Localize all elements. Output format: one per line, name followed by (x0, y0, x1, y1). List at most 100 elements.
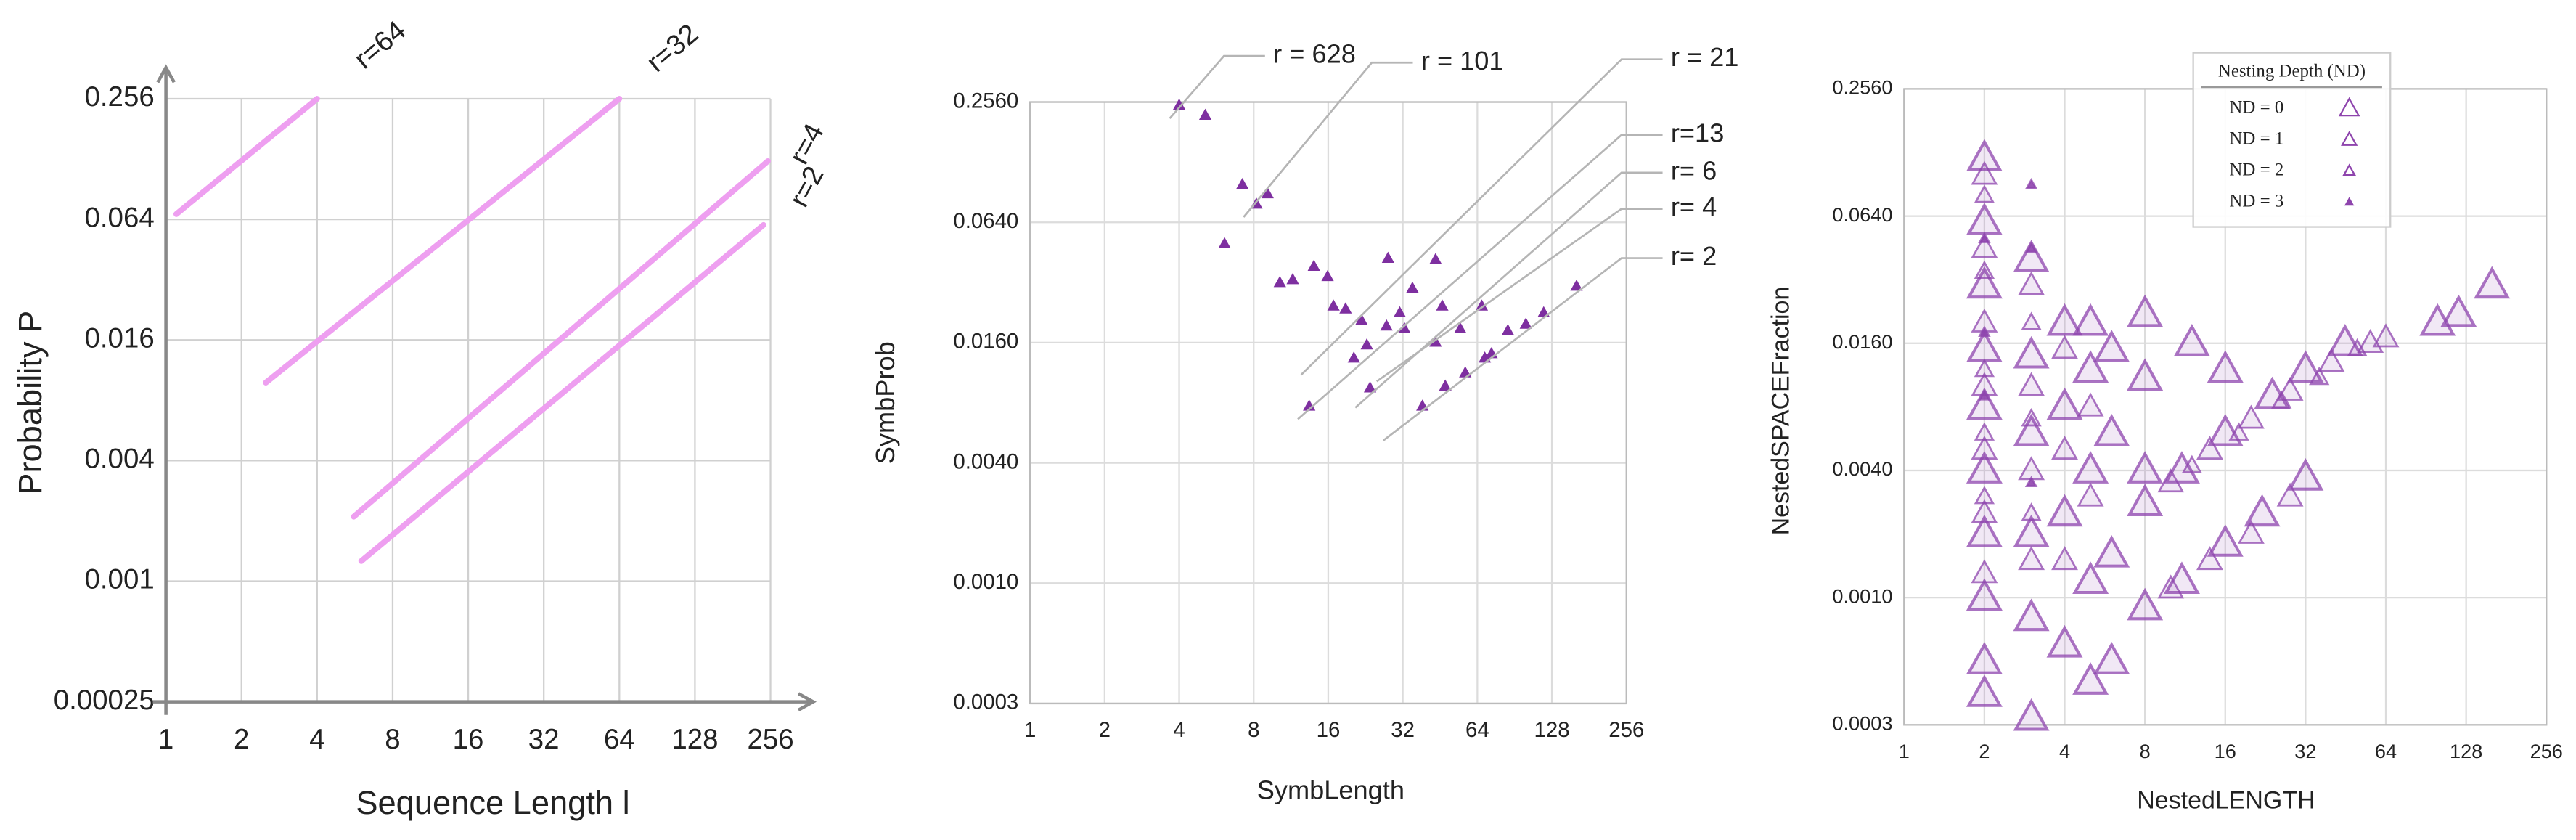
point (2163, 561, 2200, 595)
legend-icon (2342, 163, 2357, 176)
point (1355, 314, 1368, 325)
point (2309, 366, 2330, 386)
point (2287, 350, 2324, 383)
point (1974, 422, 1995, 441)
point (2318, 348, 2345, 372)
point (1978, 232, 1991, 243)
point (2181, 454, 2202, 473)
point (1966, 266, 2003, 299)
y-tick-label: 0.004 (84, 444, 154, 475)
point (1978, 325, 1991, 338)
x-axis-label: Sequence Length l (356, 784, 629, 821)
point (1307, 259, 1320, 271)
point (1429, 253, 1442, 264)
point (1406, 281, 1419, 293)
point (2093, 413, 2130, 446)
point (2018, 372, 2045, 396)
legend-box (2192, 52, 2392, 228)
point (2072, 451, 2109, 484)
point (2237, 519, 2265, 544)
point (2196, 546, 2223, 571)
point (1978, 388, 1991, 401)
point (2013, 514, 2050, 547)
line-label: r=64 (348, 15, 412, 75)
x-tick-label: 256 (747, 724, 793, 755)
series-line (351, 158, 771, 520)
point (1971, 160, 1998, 185)
point (2276, 482, 2304, 507)
legend-label: ND = 1 (2229, 129, 2283, 148)
legend-icon (2341, 131, 2358, 146)
x-tick-label: 1 (158, 724, 173, 755)
x-tick-label: 256 (1608, 718, 1644, 742)
annotation: r= 2 (1671, 241, 1717, 271)
point (2276, 376, 2304, 401)
point (2440, 294, 2477, 327)
x-tick-label: 1 (1024, 718, 1036, 742)
point (2013, 413, 2050, 446)
legend-label: ND = 2 (2229, 160, 2283, 179)
point (2157, 468, 2185, 493)
point (2127, 358, 2164, 391)
leader-line (1297, 134, 1663, 420)
point (1974, 486, 1995, 505)
point (2046, 494, 2083, 527)
x-tick-label: 16 (2215, 740, 2236, 762)
x-tick-label: 1 (1899, 740, 1910, 762)
point (2046, 303, 2083, 336)
y-axis-label: Probability P (12, 311, 49, 495)
point (2024, 476, 2038, 487)
y-tick-label: 0.0640 (953, 209, 1018, 233)
x-tick-label: 4 (1173, 718, 1185, 742)
legend-icon (2338, 97, 2360, 117)
x-tick-label: 128 (2450, 740, 2482, 762)
x-tick-label: 128 (1534, 718, 1570, 742)
y-axis-label: NestedSPACEFraction (1767, 287, 1795, 536)
point (1475, 299, 1489, 311)
point (1971, 436, 1998, 460)
y-tick-label: 0.00025 (54, 685, 155, 716)
point (1974, 358, 1995, 378)
point (2021, 311, 2042, 330)
point (1347, 351, 1360, 363)
y-tick-label: 0.0010 (1832, 584, 1892, 607)
leader-line (1382, 257, 1663, 441)
legend-title: Nesting Depth (ND) (2218, 62, 2366, 81)
point (1273, 276, 1286, 288)
x-tick-label: 32 (1391, 718, 1415, 742)
y-tick-label: 0.0160 (1832, 330, 1892, 353)
y-tick-label: 0.064 (84, 202, 154, 233)
x-tick-label: 16 (453, 724, 484, 755)
point (1971, 559, 1998, 584)
point (1172, 98, 1186, 110)
x-tick-label: 8 (385, 724, 400, 755)
y-axis (156, 64, 176, 715)
point (2093, 534, 2130, 568)
point (1966, 330, 2003, 362)
point (1966, 139, 2003, 172)
point (2077, 482, 2104, 507)
point (2013, 240, 2050, 272)
point (2072, 303, 2109, 336)
point (2237, 404, 2265, 429)
point (1363, 381, 1377, 393)
point (2051, 335, 2078, 359)
point (1459, 366, 1472, 378)
leader-line (1300, 58, 1663, 376)
point (2127, 587, 2164, 621)
line-label: r=32 (641, 18, 704, 78)
y-tick-label: 0.2560 (1832, 76, 1892, 99)
x-tick-label: 8 (2140, 740, 2151, 762)
point (1974, 260, 1995, 279)
x-tick-label: 256 (2530, 740, 2563, 762)
point (1974, 184, 1995, 203)
point (1393, 306, 1407, 317)
y-tick-label: 0.0003 (1832, 712, 1892, 735)
point (2024, 177, 2038, 189)
point (1966, 514, 2003, 547)
x-tick-label: 8 (1248, 718, 1259, 742)
point (2024, 241, 2038, 253)
x-axis-label: NestedLENGTH (2137, 787, 2315, 815)
point (2196, 436, 2223, 460)
